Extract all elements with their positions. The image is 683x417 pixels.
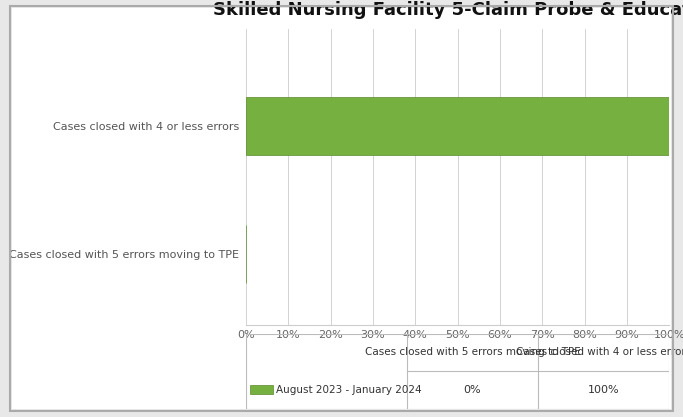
Bar xyxy=(250,385,273,394)
Text: Cases closed with 5 errors moving to TPE: Cases closed with 5 errors moving to TPE xyxy=(365,347,581,357)
Bar xyxy=(246,97,669,155)
Text: Cases closed with 4 or less errors: Cases closed with 4 or less errors xyxy=(516,347,683,357)
Title: Skilled Nursing Facility 5-Claim Probe & Educate: Skilled Nursing Facility 5-Claim Probe &… xyxy=(212,1,683,19)
Text: August 2023 - January 2024: August 2023 - January 2024 xyxy=(275,385,421,395)
Text: 100%: 100% xyxy=(588,385,619,395)
Text: 0%: 0% xyxy=(464,385,482,395)
